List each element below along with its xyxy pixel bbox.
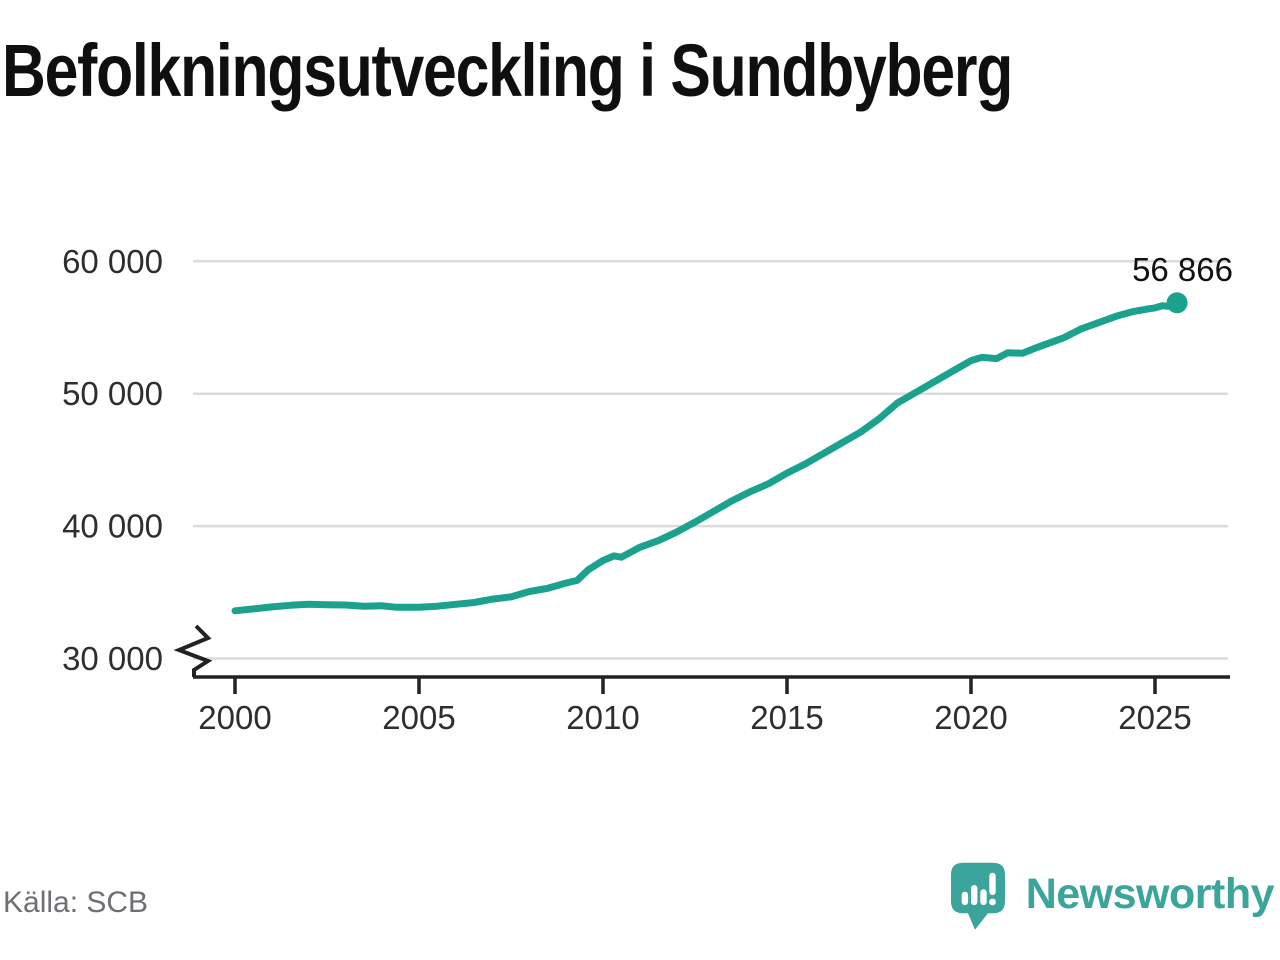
logo-exclamation-dot bbox=[988, 898, 996, 906]
newsworthy-logo: Newsworthy bbox=[948, 854, 1275, 934]
population-line bbox=[231, 299, 1181, 615]
logo-bar-3 bbox=[980, 889, 987, 905]
newsworthy-logo-icon bbox=[950, 862, 1005, 930]
x-axis-tick-label: 2005 bbox=[382, 699, 455, 736]
y-axis-tick-label: 40 000 bbox=[62, 508, 163, 545]
chart-title: Befolkningsutveckling i Sundbyberg bbox=[2, 29, 1013, 112]
endpoint-value-label: 56 866 bbox=[1132, 251, 1233, 288]
x-axis-tick-label: 2000 bbox=[198, 699, 271, 736]
logo-bar-2 bbox=[970, 885, 978, 905]
endpoint-marker bbox=[1166, 292, 1188, 314]
y-axis-tick-label: 30 000 bbox=[62, 640, 163, 677]
x-axis-tick-label: 2015 bbox=[750, 699, 823, 736]
y-axis-tick-label: 60 000 bbox=[62, 243, 163, 280]
logo-exclamation-bar bbox=[989, 872, 996, 895]
newsworthy-wordmark: Newsworthy bbox=[1025, 870, 1275, 918]
x-axis-tick-label: 2010 bbox=[566, 699, 639, 736]
axis-break-icon bbox=[173, 624, 213, 677]
x-axis-tick-label: 2020 bbox=[934, 699, 1007, 736]
x-axis-tick-label: 2025 bbox=[1118, 699, 1191, 736]
logo-bar-1 bbox=[961, 891, 968, 905]
y-axis-tick-label: 50 000 bbox=[62, 375, 163, 412]
speech-bubble-shape bbox=[950, 862, 1005, 930]
source-credit: Källa: SCB bbox=[3, 886, 149, 919]
